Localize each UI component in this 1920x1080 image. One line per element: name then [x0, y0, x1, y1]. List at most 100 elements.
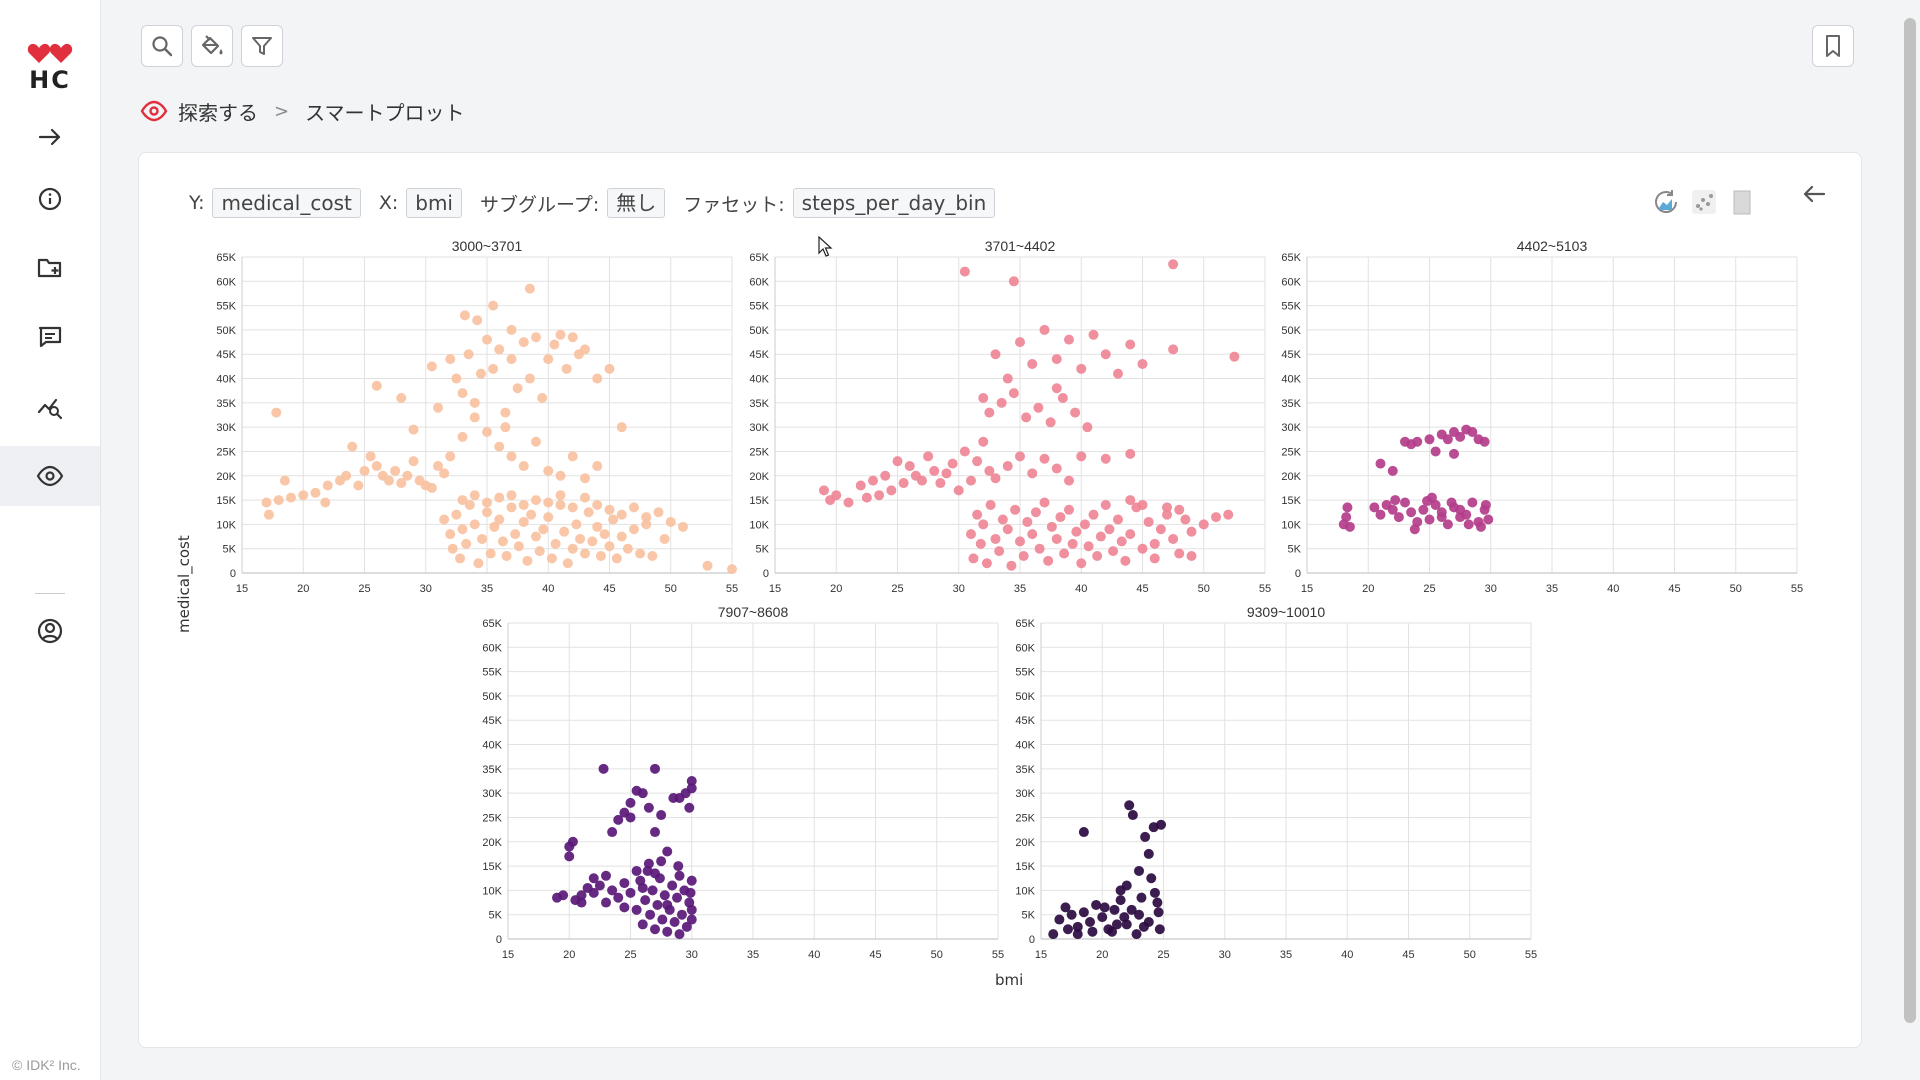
scatter-point	[665, 516, 676, 527]
scatter-point	[396, 392, 407, 403]
scatter-point	[1076, 558, 1087, 569]
filter-button[interactable]	[241, 25, 283, 67]
scatter-point	[1120, 555, 1131, 566]
scatter-point	[659, 533, 670, 544]
heart-logo-icon	[27, 43, 73, 63]
app-logo[interactable]: HC	[25, 42, 75, 92]
sidebar-item-analytics[interactable]	[0, 377, 100, 437]
bookmark-icon	[1826, 35, 1840, 57]
delete-button[interactable]	[1728, 188, 1756, 216]
scatter-point	[506, 490, 517, 501]
sidebar-item-info[interactable]	[0, 169, 100, 229]
sidebar-item-comments[interactable]	[0, 307, 100, 367]
refresh-chart-button[interactable]	[1652, 188, 1680, 216]
scatter-point	[469, 519, 480, 530]
scatter-point	[583, 507, 594, 518]
scatter-point	[1387, 465, 1398, 476]
scatter-point	[445, 451, 456, 462]
scatter-point	[1162, 502, 1172, 513]
scatter-point	[1018, 550, 1029, 561]
scatter-point	[494, 514, 505, 525]
scatter-point	[676, 909, 687, 920]
scatter-point	[947, 458, 958, 469]
x-tick-label: 50	[665, 583, 677, 595]
scatter-point	[1109, 904, 1120, 915]
scatter-point	[457, 431, 468, 442]
eye-icon	[36, 465, 64, 487]
scatter-point	[604, 504, 615, 515]
scatter-point	[353, 480, 364, 491]
bookmark-button[interactable]	[1812, 25, 1854, 67]
scatter-point	[868, 475, 878, 486]
y-tick-label: 45K	[1015, 715, 1035, 727]
scatter-point	[1092, 550, 1103, 561]
scatter-point	[1027, 529, 1038, 540]
y-tick-label: 5K	[1288, 544, 1302, 556]
scatter-button[interactable]	[1690, 188, 1718, 216]
sidebar-item-explore[interactable]	[0, 446, 100, 506]
scatter-point	[1449, 448, 1459, 459]
scatter-point	[1442, 519, 1453, 530]
scatter-point	[1113, 368, 1123, 379]
scatter-point	[1390, 495, 1401, 506]
x-tick-label: 55	[1791, 583, 1803, 595]
scatter-point	[1048, 929, 1059, 940]
scatter-point	[1186, 550, 1197, 561]
scatter-point	[637, 919, 648, 930]
scatter-point	[464, 499, 475, 510]
scatter-point	[613, 892, 624, 903]
scatter-point	[592, 461, 603, 472]
scatter-point	[659, 890, 670, 901]
paint-button[interactable]	[191, 25, 233, 67]
scatter-point	[1149, 538, 1160, 549]
scatter-point	[1088, 509, 1099, 520]
scrollbar[interactable]	[1904, 18, 1916, 1023]
scatter-point	[601, 870, 611, 881]
scatter-point	[686, 914, 697, 925]
scatter-point	[538, 524, 549, 535]
search-button[interactable]	[141, 25, 183, 67]
scatter-point	[320, 497, 331, 508]
scatter-point	[994, 546, 1005, 557]
scatter-point	[686, 783, 697, 794]
scatter-point	[1088, 329, 1099, 340]
subgroup-chip[interactable]: 無し	[607, 188, 666, 218]
scatter-point	[629, 524, 639, 535]
scatter-point	[990, 349, 1001, 360]
scatter-point	[1078, 827, 1089, 838]
scatter-point	[494, 344, 505, 355]
scatter-point	[506, 354, 517, 365]
y-tick-label: 40K	[216, 374, 236, 386]
scatter-point	[650, 868, 660, 879]
facet-chip[interactable]: steps_per_day_bin	[792, 188, 996, 218]
scatter-point	[678, 521, 688, 532]
x-variable-chip[interactable]: bmi	[406, 188, 462, 218]
x-tick-label: 15	[769, 583, 781, 595]
sidebar-item-expand[interactable]	[0, 107, 100, 167]
y-tick-label: 60K	[216, 276, 236, 288]
y-tick-label: 55K	[1015, 667, 1035, 679]
scatter-point	[1436, 512, 1447, 523]
scatter-point	[506, 451, 517, 462]
info-icon	[38, 187, 62, 211]
breadcrumb-root[interactable]: 探索する	[178, 100, 258, 125]
sidebar: HC © IDK² Inc.	[0, 0, 101, 1080]
scatter-point	[843, 497, 854, 508]
scatter-point	[1211, 512, 1221, 523]
scatter-point	[433, 402, 443, 413]
x-label: X:	[378, 192, 399, 214]
sidebar-item-add-folder[interactable]	[0, 238, 100, 298]
scatter-point	[650, 827, 660, 838]
scatter-point	[1125, 529, 1136, 540]
y-tick-label: 0	[1295, 568, 1301, 580]
collapse-panel-button[interactable]	[1797, 177, 1831, 211]
scatter-point	[1455, 431, 1466, 442]
y-tick-label: 50K	[1281, 325, 1301, 337]
y-tick-label: 50K	[749, 325, 769, 337]
scatter-point	[1393, 512, 1404, 523]
scatter-point	[576, 897, 587, 908]
y-variable-chip[interactable]: medical_cost	[212, 188, 361, 218]
sidebar-item-account[interactable]	[0, 601, 100, 661]
y-tick-label: 15K	[749, 495, 769, 507]
arrow-left-icon	[1803, 185, 1826, 203]
